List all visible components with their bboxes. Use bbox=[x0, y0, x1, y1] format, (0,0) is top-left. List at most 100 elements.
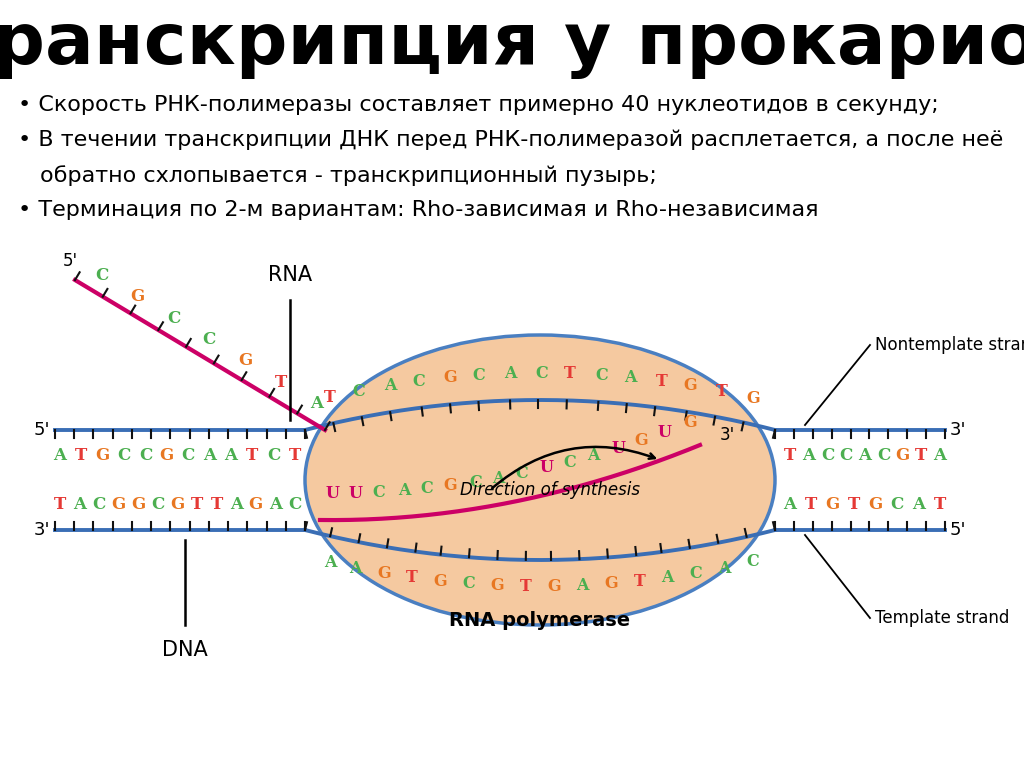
Text: A: A bbox=[53, 447, 67, 464]
Text: T: T bbox=[915, 447, 928, 464]
Text: G: G bbox=[131, 288, 145, 305]
Text: 5': 5' bbox=[62, 252, 78, 270]
Text: G: G bbox=[868, 496, 883, 513]
Text: A: A bbox=[203, 447, 216, 464]
Text: C: C bbox=[421, 480, 433, 497]
Text: U: U bbox=[611, 439, 626, 456]
Text: G: G bbox=[131, 496, 145, 513]
Text: G: G bbox=[746, 390, 760, 407]
Text: Транскрипция у прокариот: Транскрипция у прокариот bbox=[0, 10, 1024, 79]
Text: C: C bbox=[563, 454, 577, 471]
Text: T: T bbox=[784, 447, 796, 464]
Text: C: C bbox=[289, 496, 302, 513]
Text: A: A bbox=[398, 482, 411, 499]
Text: G: G bbox=[683, 414, 696, 431]
Text: • Терминация по 2-м вариантам: Rho-зависимая и Rho-независимая: • Терминация по 2-м вариантам: Rho-завис… bbox=[18, 200, 818, 220]
Text: Template strand: Template strand bbox=[874, 609, 1010, 627]
Text: A: A bbox=[624, 370, 636, 387]
Ellipse shape bbox=[305, 335, 775, 625]
Text: T: T bbox=[716, 383, 727, 400]
Text: G: G bbox=[434, 573, 447, 590]
Text: C: C bbox=[267, 447, 281, 464]
Text: C: C bbox=[352, 383, 365, 400]
Text: A: A bbox=[783, 496, 797, 513]
Text: G: G bbox=[443, 477, 457, 495]
Text: 5': 5' bbox=[34, 421, 50, 439]
Text: C: C bbox=[878, 447, 891, 464]
Text: G: G bbox=[825, 496, 840, 513]
Text: G: G bbox=[490, 577, 504, 594]
Text: A: A bbox=[384, 377, 396, 394]
Text: T: T bbox=[805, 496, 817, 513]
Text: G: G bbox=[604, 575, 617, 592]
Text: C: C bbox=[536, 365, 548, 382]
Text: C: C bbox=[469, 474, 482, 491]
Text: T: T bbox=[190, 496, 203, 513]
Text: C: C bbox=[152, 496, 165, 513]
Text: G: G bbox=[170, 496, 184, 513]
Text: C: C bbox=[95, 267, 109, 284]
Text: C: C bbox=[373, 484, 385, 501]
Text: • В течении транскрипции ДНК перед РНК-полимеразой расплетается, а после неё: • В течении транскрипции ДНК перед РНК-п… bbox=[18, 130, 1004, 150]
Text: 5': 5' bbox=[950, 521, 967, 539]
Text: G: G bbox=[160, 447, 174, 464]
Text: T: T bbox=[520, 578, 531, 595]
Text: C: C bbox=[515, 465, 527, 482]
Text: C: C bbox=[92, 496, 105, 513]
Text: A: A bbox=[577, 577, 589, 594]
Text: A: A bbox=[269, 496, 282, 513]
Text: T: T bbox=[75, 447, 87, 464]
Text: A: A bbox=[493, 469, 505, 487]
Text: G: G bbox=[238, 353, 252, 370]
Text: G: G bbox=[443, 370, 457, 387]
Text: A: A bbox=[73, 496, 86, 513]
Text: G: G bbox=[249, 496, 263, 513]
Text: G: G bbox=[112, 496, 126, 513]
Text: A: A bbox=[912, 496, 925, 513]
Text: G: G bbox=[683, 377, 696, 394]
Text: C: C bbox=[891, 496, 904, 513]
Text: T: T bbox=[934, 496, 946, 513]
Text: U: U bbox=[349, 485, 362, 502]
Text: U: U bbox=[657, 424, 672, 441]
Text: T: T bbox=[274, 374, 287, 391]
Text: C: C bbox=[821, 447, 835, 464]
Text: 3': 3' bbox=[720, 426, 735, 444]
Text: G: G bbox=[377, 565, 391, 581]
Text: A: A bbox=[662, 569, 674, 586]
Text: DNA: DNA bbox=[162, 640, 208, 660]
Text: C: C bbox=[463, 575, 475, 592]
Text: T: T bbox=[325, 389, 336, 406]
Text: C: C bbox=[746, 553, 759, 571]
Text: A: A bbox=[310, 395, 323, 413]
Text: A: A bbox=[587, 447, 599, 464]
Text: C: C bbox=[413, 373, 425, 390]
Text: обратно схлопывается - транскрипционный пузырь;: обратно схлопывается - транскрипционный … bbox=[40, 165, 656, 186]
Text: G: G bbox=[548, 578, 561, 595]
Text: T: T bbox=[848, 496, 860, 513]
Text: A: A bbox=[229, 496, 243, 513]
Text: A: A bbox=[504, 366, 516, 383]
Text: T: T bbox=[54, 496, 67, 513]
Text: C: C bbox=[690, 565, 702, 581]
Text: G: G bbox=[95, 447, 110, 464]
Text: A: A bbox=[224, 447, 238, 464]
Text: Direction of synthesis: Direction of synthesis bbox=[460, 481, 640, 499]
Text: T: T bbox=[407, 569, 418, 586]
Text: T: T bbox=[564, 366, 575, 383]
Text: G: G bbox=[635, 432, 648, 449]
Text: C: C bbox=[203, 331, 216, 348]
Text: T: T bbox=[246, 447, 258, 464]
Text: A: A bbox=[718, 559, 731, 577]
Text: C: C bbox=[118, 447, 131, 464]
Text: C: C bbox=[472, 367, 485, 384]
Text: T: T bbox=[211, 496, 223, 513]
Text: T: T bbox=[289, 447, 301, 464]
Text: C: C bbox=[181, 447, 195, 464]
Text: A: A bbox=[802, 447, 815, 464]
Text: 3': 3' bbox=[950, 421, 967, 439]
Text: A: A bbox=[858, 447, 871, 464]
Text: U: U bbox=[540, 459, 554, 476]
Text: T: T bbox=[634, 573, 645, 590]
Text: A: A bbox=[349, 559, 361, 577]
